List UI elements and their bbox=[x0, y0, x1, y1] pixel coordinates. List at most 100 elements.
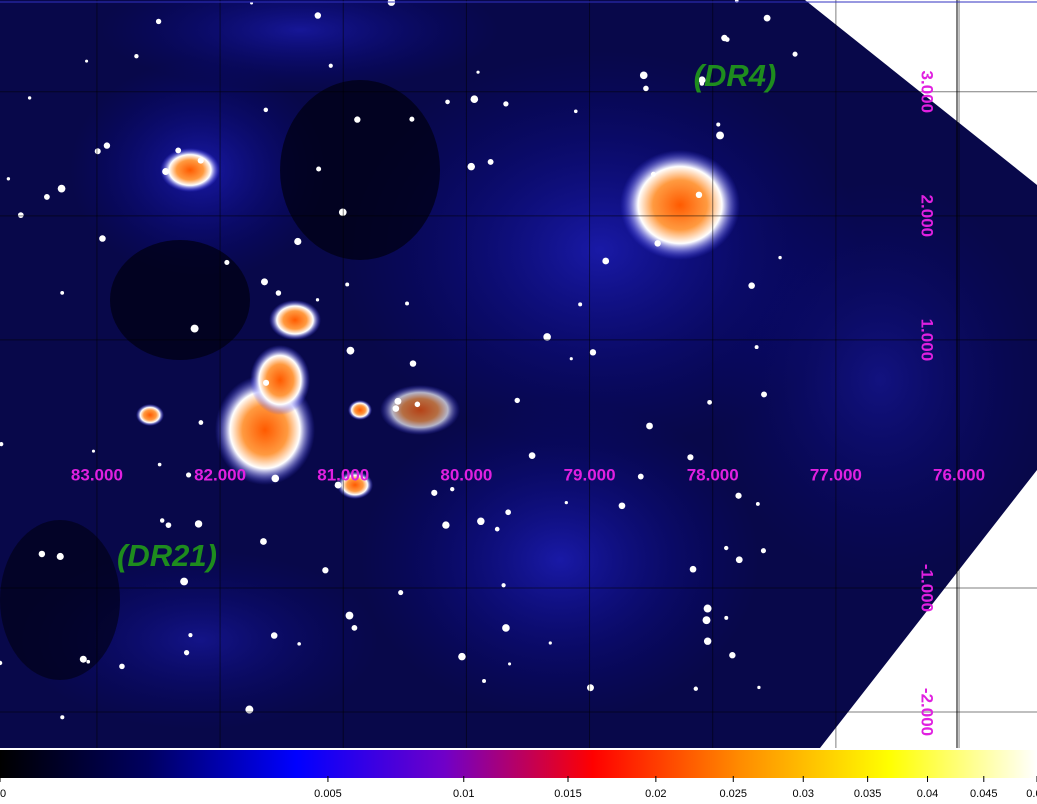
point-source bbox=[602, 258, 609, 265]
latitude-label: 1.000 bbox=[918, 319, 937, 362]
annotation: (DR4) bbox=[694, 58, 777, 93]
latitude-label: -2.000 bbox=[918, 688, 937, 736]
point-source bbox=[764, 15, 771, 22]
point-source bbox=[721, 35, 727, 41]
point-source bbox=[431, 490, 437, 496]
point-source bbox=[694, 687, 698, 691]
point-source bbox=[80, 656, 87, 663]
point-source bbox=[28, 96, 31, 99]
point-source bbox=[264, 108, 268, 112]
point-source bbox=[398, 590, 403, 595]
point-source bbox=[450, 487, 454, 491]
point-source bbox=[482, 679, 486, 683]
point-source bbox=[99, 235, 106, 242]
point-source bbox=[276, 290, 281, 295]
point-source bbox=[755, 345, 759, 349]
point-source bbox=[316, 167, 321, 172]
point-source bbox=[748, 282, 755, 289]
point-source bbox=[467, 163, 474, 170]
point-source bbox=[156, 19, 161, 24]
point-source bbox=[134, 54, 138, 58]
point-source bbox=[761, 548, 766, 553]
point-source bbox=[58, 185, 66, 193]
point-source bbox=[85, 60, 88, 63]
point-source bbox=[690, 566, 697, 573]
point-source bbox=[704, 605, 712, 613]
point-source bbox=[549, 641, 552, 644]
point-source bbox=[696, 192, 702, 198]
point-source bbox=[488, 159, 494, 165]
point-source bbox=[502, 624, 510, 632]
point-source bbox=[505, 509, 511, 515]
colorbar-label: 0.03 bbox=[793, 788, 814, 800]
longitude-label: 80.000 bbox=[440, 465, 492, 484]
annotation: (DR21) bbox=[117, 538, 217, 573]
point-source bbox=[260, 538, 267, 545]
point-source bbox=[345, 282, 349, 286]
point-source bbox=[160, 518, 164, 522]
point-source bbox=[778, 256, 781, 259]
longitude-label: 83.000 bbox=[71, 465, 123, 484]
point-source bbox=[495, 527, 500, 532]
colorbar-label: 0.02 bbox=[645, 788, 666, 800]
colorbar-label: 0.015 bbox=[554, 788, 582, 800]
point-source bbox=[724, 546, 728, 550]
point-source bbox=[729, 652, 735, 658]
point-source bbox=[393, 405, 400, 412]
point-source bbox=[60, 291, 64, 295]
point-source bbox=[346, 612, 354, 620]
colorbar bbox=[0, 750, 1037, 778]
point-source bbox=[315, 12, 321, 18]
point-source bbox=[166, 522, 172, 528]
point-source bbox=[18, 212, 24, 218]
longitude-label: 81.000 bbox=[317, 465, 369, 484]
point-source bbox=[329, 64, 333, 68]
point-source bbox=[529, 452, 536, 459]
latitude-label: 2.000 bbox=[918, 195, 937, 238]
point-source bbox=[158, 463, 162, 467]
colorbar-label: 0.05 bbox=[1026, 788, 1037, 800]
point-source bbox=[354, 116, 360, 122]
point-source bbox=[651, 172, 656, 177]
point-source bbox=[570, 357, 573, 360]
map-viewer: (DR4) (DR21) 83.00082.00081.00080.00079.… bbox=[0, 0, 1037, 804]
point-source bbox=[410, 360, 416, 366]
point-source bbox=[57, 553, 64, 560]
point-source bbox=[92, 450, 95, 453]
point-source bbox=[646, 423, 653, 430]
point-source bbox=[565, 501, 568, 504]
point-source bbox=[643, 86, 649, 92]
point-source bbox=[471, 95, 479, 103]
point-source bbox=[224, 260, 229, 265]
point-source bbox=[184, 650, 189, 655]
point-source bbox=[703, 616, 711, 624]
point-source bbox=[761, 391, 767, 397]
point-source bbox=[574, 109, 578, 113]
point-source bbox=[186, 472, 191, 477]
point-source bbox=[578, 302, 582, 306]
point-source bbox=[736, 556, 743, 563]
colorbar-label: 0.005 bbox=[314, 788, 342, 800]
point-source bbox=[587, 684, 594, 691]
point-source bbox=[640, 72, 648, 80]
point-source bbox=[508, 662, 511, 665]
point-source bbox=[716, 123, 720, 127]
point-source bbox=[60, 715, 64, 719]
point-source bbox=[322, 567, 328, 573]
point-source bbox=[724, 616, 728, 620]
point-source bbox=[716, 132, 724, 140]
point-source bbox=[409, 117, 414, 122]
point-source bbox=[199, 420, 204, 425]
point-source bbox=[707, 400, 712, 405]
point-source bbox=[347, 347, 355, 355]
point-source bbox=[263, 380, 269, 386]
colorbar-label: 0.035 bbox=[854, 788, 882, 800]
point-source bbox=[39, 551, 46, 558]
point-source bbox=[458, 653, 466, 661]
point-source bbox=[704, 638, 711, 645]
point-source bbox=[501, 583, 505, 587]
colorbar-label: 0.045 bbox=[970, 788, 998, 800]
point-source bbox=[590, 349, 596, 355]
point-source bbox=[195, 520, 202, 527]
point-source bbox=[188, 633, 192, 637]
